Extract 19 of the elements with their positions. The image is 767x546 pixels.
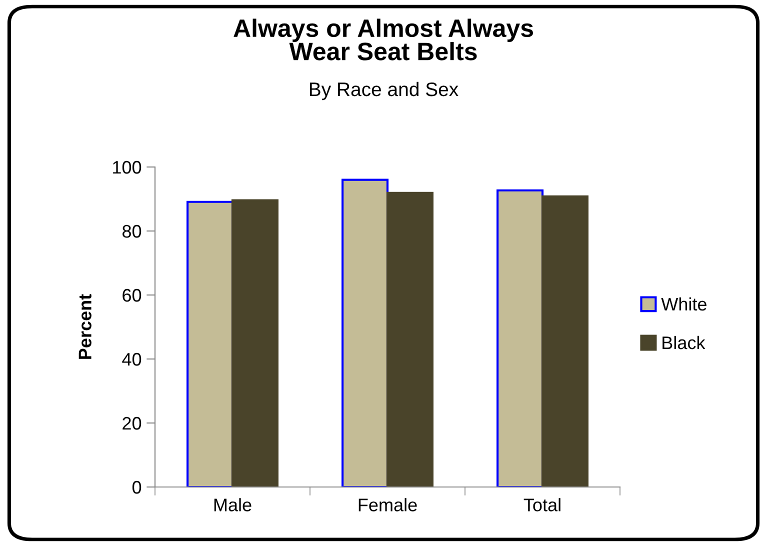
y-tick-label: 80 (122, 224, 142, 238)
bar (496, 189, 544, 487)
bar (386, 192, 434, 487)
bar (541, 195, 588, 487)
x-tick-label: Male (214, 498, 252, 512)
y-tick-label: 100 (113, 160, 142, 174)
bar (342, 178, 389, 487)
x-tick-label: Total (524, 498, 560, 512)
y-tick-label: 60 (122, 288, 142, 302)
y-tick-label: 20 (122, 416, 142, 430)
bar (231, 199, 278, 487)
chart-subtitle: By Race and Sex (310, 82, 458, 100)
chart-title: Always or Almost Always Wear Seat Belts (234, 18, 533, 60)
legend-label: White (661, 297, 706, 311)
y-tick-label: 0 (132, 480, 142, 494)
y-axis-title: Percent (78, 294, 92, 359)
legend-label: Black (662, 336, 706, 350)
x-tick-label: Female (358, 498, 417, 512)
y-tick-label: 40 (122, 352, 142, 366)
